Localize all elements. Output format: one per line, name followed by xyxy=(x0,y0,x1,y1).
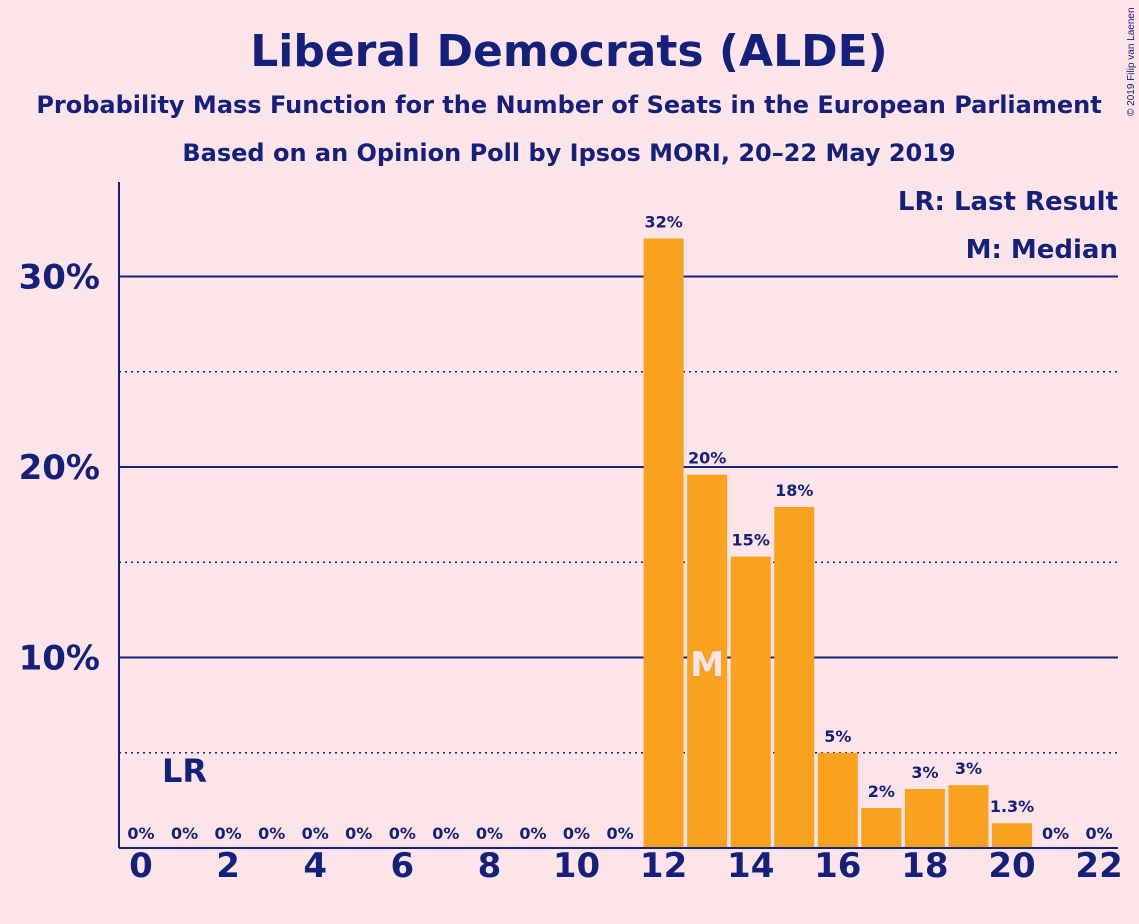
x-tick-label: 14 xyxy=(727,846,774,886)
copyright-text: © 2019 Filip van Laenen xyxy=(1126,7,1137,116)
bar-label: 0% xyxy=(432,824,459,843)
last-result-marker: LR xyxy=(162,752,207,790)
bar xyxy=(774,507,815,848)
bar-label: 3% xyxy=(955,759,982,778)
bar xyxy=(730,556,771,848)
bar-label: 0% xyxy=(345,824,372,843)
bar-label: 3% xyxy=(911,763,938,782)
y-tick-label: 20% xyxy=(19,448,100,488)
bar-label: 0% xyxy=(215,824,242,843)
bar xyxy=(992,823,1032,848)
bar-label: 0% xyxy=(563,824,590,843)
x-tick-label: 22 xyxy=(1075,846,1122,886)
bar-label: 1.3% xyxy=(990,797,1034,816)
bar xyxy=(817,752,858,848)
x-tick-label: 20 xyxy=(988,846,1035,886)
x-tick-label: 4 xyxy=(303,846,327,886)
bar-label: 0% xyxy=(1086,824,1113,843)
bar-label: 0% xyxy=(171,824,198,843)
median-marker: M xyxy=(690,645,724,685)
bar-label: 0% xyxy=(519,824,546,843)
bar-label: 0% xyxy=(258,824,285,843)
y-tick-label: 30% xyxy=(19,258,100,298)
bar-label: 0% xyxy=(606,824,633,843)
bar-label: 32% xyxy=(644,212,682,231)
bar xyxy=(861,807,902,848)
x-tick-label: 6 xyxy=(390,846,414,886)
bar-label: 15% xyxy=(732,531,770,550)
x-tick-label: 16 xyxy=(814,846,861,886)
legend-median: M: Median xyxy=(966,235,1118,265)
chart-subtitle: Probability Mass Function for the Number… xyxy=(36,91,1101,119)
bar-label: 20% xyxy=(688,449,726,468)
bar xyxy=(687,474,728,848)
chart-subtitle-2: Based on an Opinion Poll by Ipsos MORI, … xyxy=(182,139,955,167)
x-tick-label: 10 xyxy=(553,846,600,886)
bar-labels: 0% 0% 0% 0% 0% 0% 0% 0% 0% 0% 0% 0% 32% 20% 15% 18% 5% 2%… xyxy=(127,212,1112,843)
grid xyxy=(119,275,1118,754)
y-tick-label: 10% xyxy=(19,639,100,679)
bar xyxy=(643,238,684,848)
bar-label: 0% xyxy=(302,824,329,843)
chart-title: Liberal Democrats (ALDE) xyxy=(250,26,888,77)
bar-label: 0% xyxy=(1042,824,1069,843)
bars xyxy=(643,238,1032,848)
bar-label: 0% xyxy=(476,824,503,843)
x-tick-label: 2 xyxy=(216,846,240,886)
x-tick-labels: 0 2 4 6 8 10 12 14 16 18 20 22 xyxy=(129,846,1123,886)
y-tick-labels: 10% 20% 30% xyxy=(19,258,100,679)
bar-label: 0% xyxy=(127,824,154,843)
bar xyxy=(948,785,989,848)
bar-label: 2% xyxy=(868,782,895,801)
legend-last-result: LR: Last Result xyxy=(898,187,1118,217)
bar-label: 0% xyxy=(389,824,416,843)
x-tick-label: 12 xyxy=(640,846,687,886)
x-tick-label: 8 xyxy=(478,846,502,886)
x-tick-label: 0 xyxy=(129,846,153,886)
bar-label: 5% xyxy=(824,727,851,746)
x-tick-label: 18 xyxy=(901,846,948,886)
bar-label: 18% xyxy=(775,481,813,500)
bar xyxy=(904,788,945,848)
